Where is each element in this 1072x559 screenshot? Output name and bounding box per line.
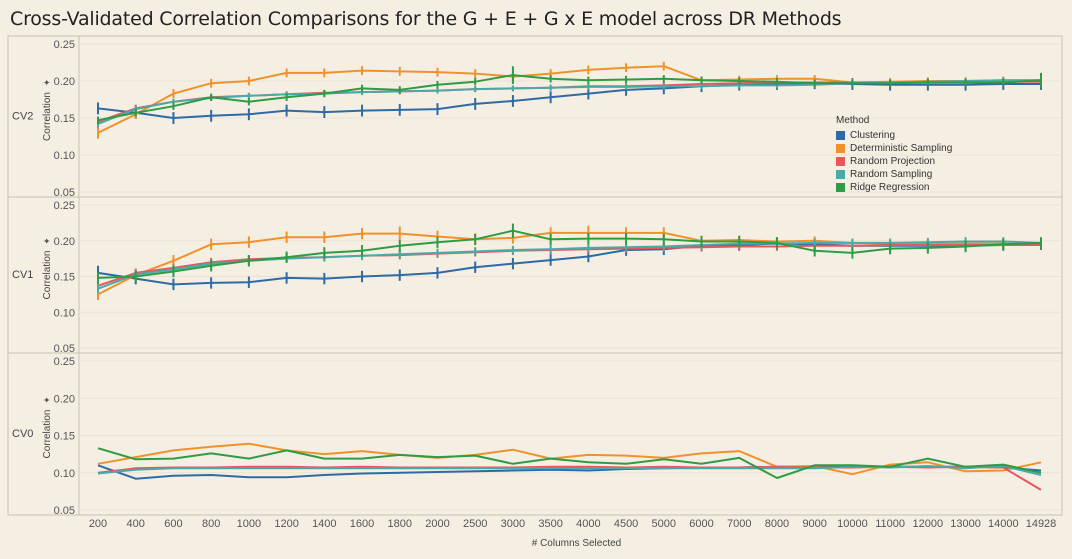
legend-title: Method	[836, 115, 870, 126]
x-tick-label: 3000	[501, 518, 525, 530]
x-tick-label: 14928	[1026, 518, 1057, 530]
row-label-cv1: CV1	[12, 269, 33, 281]
y-tick-label: 0.15	[54, 113, 75, 125]
x-tick-label: 3500	[538, 518, 562, 530]
x-tick-label: 1000	[237, 518, 261, 530]
series-line-ridge-regression	[97, 447, 1042, 479]
x-tick-label: 4500	[614, 518, 638, 530]
series-line-ridge-regression	[97, 229, 1042, 279]
y-tick-label: 0.05	[54, 505, 75, 517]
pin-icon: ✦	[42, 396, 52, 404]
y-axis-label: Correlation	[42, 410, 53, 459]
x-tick-label: 400	[127, 518, 145, 530]
legend-item-random-projection[interactable]: Random Projection	[836, 155, 952, 168]
x-tick-label: 1400	[312, 518, 336, 530]
y-tick-label: 0.20	[54, 236, 75, 248]
y-tick-label: 0.15	[54, 431, 75, 443]
legend-item-random-sampling[interactable]: Random Sampling	[836, 168, 952, 181]
row-label-cv0: CV0	[12, 428, 33, 440]
y-axis-label: Correlation	[42, 251, 53, 300]
x-tick-label: 4000	[576, 518, 600, 530]
x-axis-label: # Columns Selected	[532, 538, 622, 549]
x-tick-label: 1800	[388, 518, 412, 530]
legend-label: Random Sampling	[850, 169, 933, 180]
y-tick-label: 0.25	[54, 200, 75, 212]
y-axis-label: Correlation	[42, 92, 53, 141]
y-tick-label: 0.25	[54, 356, 75, 368]
x-tick-label: 10000	[837, 518, 868, 530]
legend-item-deterministic-sampling[interactable]: Deterministic Sampling	[836, 142, 952, 155]
legend-label: Deterministic Sampling	[850, 143, 953, 154]
legend-swatch	[836, 183, 845, 192]
x-tick-label: 2500	[463, 518, 487, 530]
legend-item-ridge-regression[interactable]: Ridge Regression	[836, 181, 952, 194]
legend-label: Clustering	[850, 130, 896, 141]
x-tick-label: 14000	[988, 518, 1019, 530]
series-line-clustering	[97, 82, 1041, 119]
panel-frame	[7, 196, 1063, 354]
x-tick-label: 200	[89, 518, 107, 530]
legend-label: Ridge Regression	[850, 182, 930, 193]
y-tick-label: 0.10	[54, 468, 75, 480]
panel-frame	[7, 352, 1063, 516]
y-tick-label: 0.10	[54, 150, 75, 162]
legend-swatch	[836, 131, 845, 140]
x-tick-label: 1200	[274, 518, 298, 530]
x-tick-label: 7000	[727, 518, 751, 530]
series-line-ridge-regression	[97, 74, 1042, 122]
y-tick-label: 0.20	[54, 76, 75, 88]
y-tick-label: 0.10	[54, 307, 75, 319]
legend-swatch	[836, 170, 845, 179]
legend: Method Clustering Deterministic Sampling…	[836, 115, 952, 194]
x-tick-label: 13000	[950, 518, 981, 530]
y-tick-label: 0.05	[54, 343, 75, 355]
x-tick-label: 1600	[350, 518, 374, 530]
pin-icon: ✦	[42, 237, 52, 245]
pin-icon: ✦	[42, 78, 52, 86]
legend-item-clustering[interactable]: Clustering	[836, 129, 952, 142]
row-label-cv2: CV2	[12, 111, 33, 123]
x-tick-label: 600	[164, 518, 182, 530]
x-tick-label: 6000	[689, 518, 713, 530]
y-tick-label: 0.20	[54, 393, 75, 405]
y-tick-label: 0.25	[54, 39, 75, 51]
legend-swatch	[836, 144, 845, 153]
series-line-random-projection	[97, 244, 1041, 287]
x-tick-label: 2000	[425, 518, 449, 530]
x-tick-label: 9000	[802, 518, 826, 530]
legend-label: Random Projection	[850, 156, 936, 167]
x-tick-label: 8000	[765, 518, 789, 530]
x-tick-label: 11000	[875, 518, 905, 530]
legend-swatch	[836, 157, 845, 166]
y-tick-label: 0.05	[54, 187, 75, 199]
y-tick-label: 0.15	[54, 272, 75, 284]
chart-title: Cross-Validated Correlation Comparisons …	[10, 8, 842, 30]
x-tick-label: 800	[202, 518, 220, 530]
x-tick-label: 5000	[652, 518, 676, 530]
x-tick-label: 12000	[913, 518, 944, 530]
